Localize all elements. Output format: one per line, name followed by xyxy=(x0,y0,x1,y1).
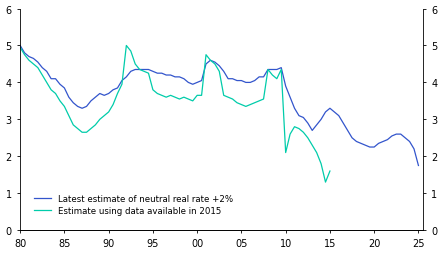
Estimate using data available in 2015 xyxy=(208,59,213,62)
Estimate using data available in 2015 xyxy=(124,45,129,48)
Latest estimate of neutral real rate +2% xyxy=(119,80,124,83)
Line: Estimate using data available in 2015: Estimate using data available in 2015 xyxy=(20,46,330,182)
Latest estimate of neutral real rate +2% xyxy=(403,137,408,140)
Estimate using data available in 2015 xyxy=(323,181,328,184)
Estimate using data available in 2015 xyxy=(327,170,333,173)
Legend: Latest estimate of neutral real rate +2%, Estimate using data available in 2015: Latest estimate of neutral real rate +2%… xyxy=(32,193,235,217)
Latest estimate of neutral real rate +2% xyxy=(416,164,421,167)
Estimate using data available in 2015 xyxy=(314,151,319,154)
Estimate using data available in 2015 xyxy=(26,59,31,62)
Latest estimate of neutral real rate +2% xyxy=(110,89,116,92)
Latest estimate of neutral real rate +2% xyxy=(17,45,23,48)
Latest estimate of neutral real rate +2% xyxy=(66,96,71,99)
Latest estimate of neutral real rate +2% xyxy=(407,140,412,144)
Estimate using data available in 2015 xyxy=(62,105,67,108)
Latest estimate of neutral real rate +2% xyxy=(354,140,359,144)
Estimate using data available in 2015 xyxy=(17,47,23,50)
Line: Latest estimate of neutral real rate +2%: Latest estimate of neutral real rate +2% xyxy=(20,46,419,166)
Estimate using data available in 2015 xyxy=(172,96,178,99)
Estimate using data available in 2015 xyxy=(301,131,306,134)
